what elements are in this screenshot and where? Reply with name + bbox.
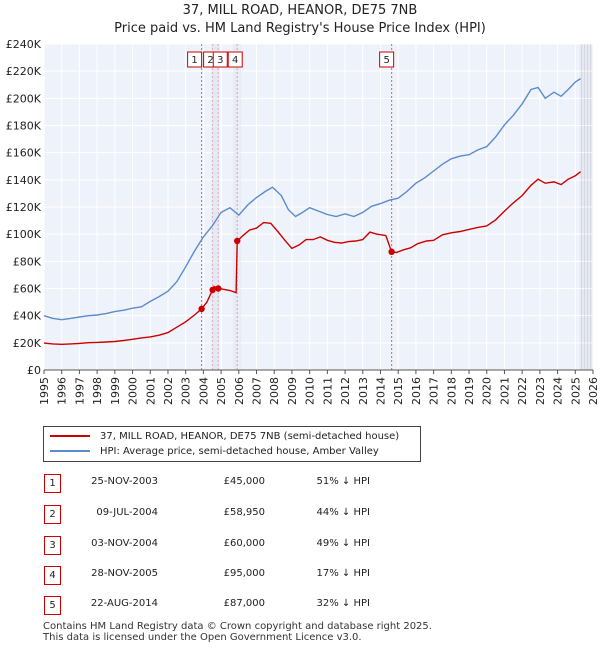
x-tick-label: 2010 [304, 377, 317, 405]
x-tick-label: 2019 [463, 377, 476, 405]
y-tick-label: £80K [13, 255, 42, 268]
x-tick-label: 2015 [392, 377, 405, 405]
transaction-date: 25-NOV-2003 [91, 476, 158, 487]
x-tick-label: 2017 [428, 377, 441, 405]
x-tick-label: 2018 [445, 377, 458, 405]
sale-point [234, 237, 241, 245]
marker-label: 4 [232, 55, 238, 66]
x-tick-label: 1998 [91, 377, 104, 405]
transaction-hpi-diff: 51% ↓ HPI [316, 476, 370, 487]
x-tick-label: 2014 [374, 377, 387, 405]
x-tick-label: 2003 [180, 377, 193, 405]
y-tick-label: £180K [6, 120, 42, 133]
x-tick-label: 2005 [215, 377, 228, 405]
x-tick-label: 2016 [410, 377, 423, 405]
y-tick-label: £100K [6, 228, 42, 241]
y-tick-label: £60K [13, 283, 42, 296]
x-tick-label: 2006 [233, 377, 246, 405]
x-tick-label: 2007 [251, 377, 264, 405]
footer-copyright: Contains HM Land Registry data © Crown c… [43, 621, 432, 632]
x-tick-label: 2026 [587, 377, 600, 405]
legend: 37, MILL ROAD, HEANOR, DE75 7NB (semi-de… [43, 426, 421, 462]
transaction-price: £58,950 [223, 507, 265, 518]
x-tick-label: 2023 [534, 377, 547, 405]
x-tick-label: 2013 [357, 377, 370, 405]
chart-subtitle: Price paid vs. HM Land Registry's House … [114, 21, 486, 36]
marker-label-box [187, 51, 203, 68]
transaction-date: 22-AUG-2014 [90, 598, 158, 609]
marker-label-box [379, 51, 395, 68]
x-tick-label: 1995 [38, 377, 51, 405]
series-line-hpi [43, 78, 581, 321]
y-tick-label: £140K [6, 174, 42, 187]
legend-swatch-hpi [50, 450, 90, 452]
transaction-number-badge: 3 [44, 536, 61, 555]
marker-label: 3 [217, 55, 223, 66]
footer-licence: This data is licensed under the Open Gov… [43, 632, 362, 643]
transaction-date: 28-NOV-2005 [91, 568, 158, 579]
sale-point [198, 305, 205, 313]
y-tick-label: £160K [6, 147, 42, 160]
marker-label: 1 [191, 55, 197, 66]
transaction-band [211, 44, 220, 370]
footer: Contains HM Land Registry data © Crown c… [43, 621, 432, 643]
x-tick-label: 2009 [286, 377, 299, 405]
x-tick-label: 2000 [127, 377, 140, 405]
y-tick-label: £220K [6, 65, 42, 78]
y-tick-label: £200K [6, 92, 42, 105]
transaction-band [233, 44, 242, 370]
sale-point [209, 286, 216, 294]
x-tick-label: 2022 [516, 377, 529, 405]
x-tick-label: 2024 [552, 377, 565, 405]
transaction-date: 09-JUL-2004 [96, 507, 158, 518]
transaction-number-badge: 1 [44, 474, 61, 493]
x-tick-label: 2004 [197, 377, 210, 405]
legend-swatch-property [50, 435, 90, 437]
transaction-price: £45,000 [223, 476, 265, 487]
marker-label: 2 [207, 55, 213, 66]
marker-label-box [227, 51, 243, 68]
sale-point [388, 248, 395, 256]
x-tick-label: 2012 [339, 377, 352, 405]
y-tick-label: £0 [27, 364, 41, 377]
legend-label-hpi: HPI: Average price, semi-detached house,… [100, 446, 379, 457]
x-tick-label: 2001 [144, 377, 157, 405]
y-tick-label: £240K [6, 38, 42, 51]
transaction-number-badge: 5 [44, 596, 61, 615]
x-tick-label: 1996 [56, 377, 69, 405]
y-tick-label: £20K [13, 337, 42, 350]
marker-label: 5 [383, 55, 389, 66]
legend-item-property: 37, MILL ROAD, HEANOR, DE75 7NB (semi-de… [50, 430, 399, 444]
x-tick-label: 2008 [268, 377, 281, 405]
transaction-hpi-diff: 49% ↓ HPI [316, 538, 370, 549]
marker-label-box [212, 51, 228, 68]
transaction-number-badge: 2 [44, 505, 61, 524]
transaction-price: £95,000 [223, 568, 265, 579]
x-tick-label: 1997 [73, 377, 86, 405]
x-tick-label: 2011 [321, 377, 334, 405]
sale-point [215, 285, 222, 292]
x-tick-label: 2021 [498, 377, 511, 405]
y-tick-label: £120K [6, 201, 42, 214]
transaction-hpi-diff: 17% ↓ HPI [316, 568, 370, 579]
transaction-price: £60,000 [223, 538, 265, 549]
x-tick-label: 1999 [109, 377, 122, 405]
transaction-date: 03-NOV-2004 [91, 538, 158, 549]
transaction-hpi-diff: 32% ↓ HPI [316, 598, 370, 609]
transaction-price: £87,000 [223, 598, 265, 609]
transaction-hpi-diff: 44% ↓ HPI [316, 507, 370, 518]
transaction-number-badge: 4 [44, 566, 61, 585]
series-line-property [43, 171, 582, 346]
x-tick-label: 2025 [569, 377, 582, 405]
y-tick-label: £40K [13, 310, 42, 323]
chart-title: 37, MILL ROAD, HEANOR, DE75 7NB [182, 3, 418, 18]
price-chart: 1 2 3 4 5 £0 £20K £40K £60K £80K £100K £120K £140K £1… [6, 38, 600, 405]
legend-label-property: 37, MILL ROAD, HEANOR, DE75 7NB (semi-de… [100, 431, 400, 442]
legend-item-hpi: HPI: Average price, semi-detached house,… [50, 445, 379, 459]
x-tick-label: 2002 [162, 377, 175, 405]
x-tick-label: 2020 [481, 377, 494, 405]
